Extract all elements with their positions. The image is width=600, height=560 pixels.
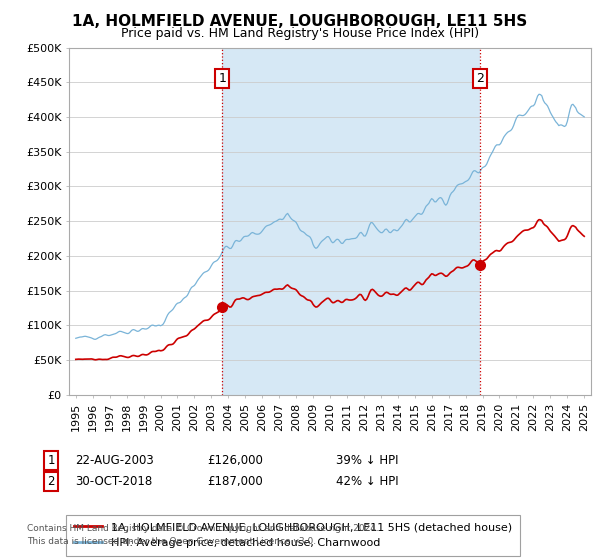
Text: 1A, HOLMFIELD AVENUE, LOUGHBOROUGH, LE11 5HS: 1A, HOLMFIELD AVENUE, LOUGHBOROUGH, LE11… [73,14,527,29]
Text: This data is licensed under the Open Government Licence v3.0.: This data is licensed under the Open Gov… [27,537,316,546]
Text: 39% ↓ HPI: 39% ↓ HPI [336,454,398,467]
Bar [222,48,480,395]
Text: 2: 2 [476,72,484,85]
Text: £126,000: £126,000 [207,454,263,467]
Text: 42% ↓ HPI: 42% ↓ HPI [336,475,398,488]
Text: 22-AUG-2003: 22-AUG-2003 [75,454,154,467]
Text: 30-OCT-2018: 30-OCT-2018 [75,475,152,488]
Text: £187,000: £187,000 [207,475,263,488]
Text: 2: 2 [47,475,55,488]
Text: 1: 1 [218,72,226,85]
Text: Contains HM Land Registry data © Crown copyright and database right 2024.: Contains HM Land Registry data © Crown c… [27,524,379,533]
Legend: 1A, HOLMFIELD AVENUE, LOUGHBOROUGH, LE11 5HS (detached house), HPI: Average pric: 1A, HOLMFIELD AVENUE, LOUGHBOROUGH, LE11… [67,515,520,556]
Text: Price paid vs. HM Land Registry's House Price Index (HPI): Price paid vs. HM Land Registry's House … [121,27,479,40]
Text: 1: 1 [47,454,55,467]
